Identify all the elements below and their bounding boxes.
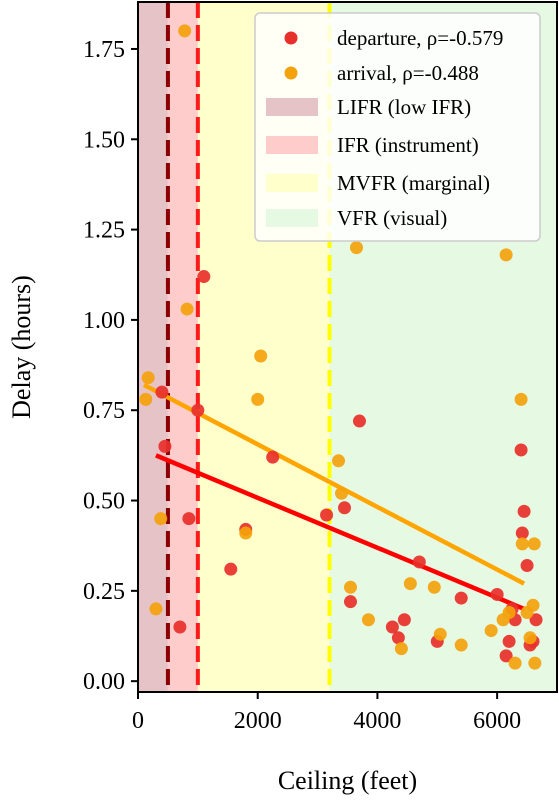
arrival-point xyxy=(149,602,163,616)
arrival-point xyxy=(335,486,349,500)
arrival-point xyxy=(180,302,194,316)
legend-mvfr-label: MVFR (marginal) xyxy=(337,171,490,195)
y-axis: 0.00 0.25 0.50 0.75 1.00 1.25 1.50 1.75 xyxy=(83,37,138,695)
plot-area-frame xyxy=(137,1,558,693)
arrival-point xyxy=(502,606,516,620)
legend-ifr-swatch xyxy=(266,136,318,154)
departure-point xyxy=(520,559,534,573)
arrival-point xyxy=(178,24,192,38)
y-tick-label: 0.75 xyxy=(83,398,125,424)
departure-point xyxy=(338,501,352,515)
arrival-point xyxy=(527,537,541,551)
legend-ifr-label: IFR (instrument) xyxy=(337,133,479,157)
departure-point xyxy=(391,631,405,645)
arrival-point xyxy=(433,627,447,641)
departure-trend-line xyxy=(155,453,525,611)
x-axis-label: Ceiling (feet) xyxy=(278,766,417,795)
departure-point xyxy=(514,443,528,457)
arrival-point xyxy=(528,656,542,670)
region-ifr xyxy=(167,2,198,692)
y-axis-label: Delay (hours) xyxy=(7,275,36,419)
arrival-point xyxy=(526,598,540,612)
y-tick-label: 1.50 xyxy=(83,127,125,153)
x-tick-label: 2000 xyxy=(234,708,282,734)
y-tick-label: 0.25 xyxy=(83,579,125,605)
x-tick-label: 0 xyxy=(132,708,144,734)
region-lifr xyxy=(138,2,168,692)
legend-lifr-label: LIFR (low IFR) xyxy=(337,95,471,119)
arrival-point xyxy=(394,642,408,656)
y-tick-label: 1.75 xyxy=(83,37,125,63)
arrival-point xyxy=(454,638,468,652)
legend-departure-label: departure, ρ=-0.579 xyxy=(337,26,503,50)
arrival-trend-line xyxy=(142,382,526,586)
legend-departure-marker xyxy=(284,31,298,45)
departure-point xyxy=(499,649,513,663)
departure-point xyxy=(155,385,169,399)
y-tick-label: 1.00 xyxy=(83,308,125,334)
departure-point xyxy=(320,508,334,522)
legend-box xyxy=(254,12,541,242)
x-axis: 0 2000 4000 6000 xyxy=(132,692,521,734)
departure-point xyxy=(191,403,205,417)
arrival-point xyxy=(251,392,265,406)
arrival-point xyxy=(343,580,357,594)
arrival-point xyxy=(154,512,168,526)
departure-point xyxy=(224,562,238,576)
arrival-point xyxy=(361,613,375,627)
x-tick-label: 4000 xyxy=(353,708,401,734)
departure-point xyxy=(343,595,357,609)
departure-point xyxy=(197,270,211,284)
arrival-point xyxy=(332,454,346,468)
arrival-point xyxy=(499,248,513,262)
arrival-point xyxy=(484,624,498,638)
arrival-point xyxy=(514,392,528,406)
legend-vfr-label: VFR (visual) xyxy=(337,206,447,230)
arrival-point xyxy=(139,392,153,406)
y-tick-label: 1.25 xyxy=(83,218,125,244)
arrival-point xyxy=(141,371,155,385)
departure-point xyxy=(158,439,172,453)
departure-point xyxy=(173,620,187,634)
legend-arrival-marker xyxy=(284,66,298,80)
arrival-point xyxy=(427,580,441,594)
y-tick-label: 0.50 xyxy=(83,489,125,515)
departure-point xyxy=(397,613,411,627)
departure-point xyxy=(515,526,529,540)
y-tick-label: 0.00 xyxy=(83,669,125,695)
legend-arrival-label: arrival, ρ=-0.488 xyxy=(337,61,479,85)
data-points xyxy=(139,24,543,670)
legend: departure, ρ=-0.579 arrival, ρ=-0.488 LIFR… xyxy=(254,12,541,242)
arrival-point xyxy=(515,537,529,551)
arrival-point xyxy=(523,631,537,645)
legend-lifr-swatch xyxy=(266,98,318,116)
arrival-point xyxy=(254,349,268,363)
arrival-point xyxy=(403,577,417,591)
legend-vfr-swatch xyxy=(266,209,318,227)
departure-point xyxy=(352,414,366,428)
arrival-point xyxy=(239,526,253,540)
x-tick-label: 6000 xyxy=(473,708,521,734)
trend-lines xyxy=(142,382,526,611)
legend-mvfr-swatch xyxy=(266,174,318,192)
arrival-point xyxy=(349,241,363,255)
departure-point xyxy=(529,613,543,627)
arrival-point xyxy=(508,656,522,670)
departure-point xyxy=(454,591,468,605)
departure-point xyxy=(412,555,426,569)
departure-point xyxy=(490,587,504,601)
departure-point xyxy=(266,450,280,464)
departure-point xyxy=(502,634,516,648)
departure-point xyxy=(517,504,531,518)
departure-point xyxy=(385,620,399,634)
departure-point xyxy=(182,512,196,526)
